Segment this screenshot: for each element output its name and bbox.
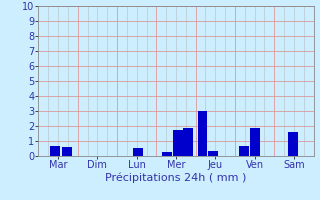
Bar xyxy=(288,132,298,156)
Bar xyxy=(50,146,60,156)
Bar xyxy=(133,148,143,156)
Bar xyxy=(162,152,172,156)
Bar xyxy=(250,128,260,156)
Bar xyxy=(62,147,72,156)
Bar xyxy=(198,111,207,156)
Bar xyxy=(183,128,193,156)
Bar xyxy=(208,151,218,156)
Bar xyxy=(173,130,183,156)
Bar xyxy=(239,146,249,156)
X-axis label: Précipitations 24h ( mm ): Précipitations 24h ( mm ) xyxy=(105,173,247,183)
